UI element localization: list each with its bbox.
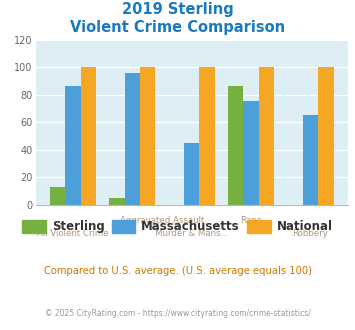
Bar [184,143,200,205]
Bar [303,115,318,205]
Text: © 2025 CityRating.com - https://www.cityrating.com/crime-statistics/: © 2025 CityRating.com - https://www.city… [45,309,310,317]
Legend: Sterling, Massachusetts, National: Sterling, Massachusetts, National [22,220,333,233]
Bar [109,198,125,205]
Text: Rape: Rape [240,215,262,225]
Bar [259,67,274,205]
Bar [65,86,81,205]
Text: Violent Crime Comparison: Violent Crime Comparison [70,20,285,35]
Text: All Violent Crime: All Violent Crime [37,229,109,238]
Bar [81,67,96,205]
Bar [50,187,65,205]
Bar [244,102,259,205]
Bar [140,67,155,205]
Text: Murder & Mans...: Murder & Mans... [155,229,229,238]
Text: Compared to U.S. average. (U.S. average equals 100): Compared to U.S. average. (U.S. average … [44,266,311,276]
Text: 2019 Sterling: 2019 Sterling [122,2,233,16]
Bar [228,86,244,205]
Bar [200,67,215,205]
Text: Aggravated Assault: Aggravated Assault [120,215,204,225]
Bar [125,73,140,205]
Bar [318,67,334,205]
Text: Robbery: Robbery [293,229,328,238]
